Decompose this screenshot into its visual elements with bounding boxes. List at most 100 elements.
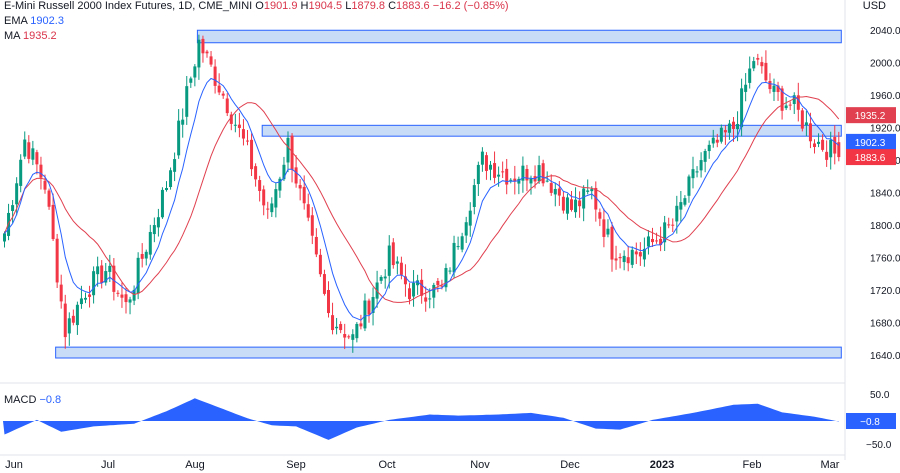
candle-body [586, 190, 590, 192]
candle-body [602, 219, 606, 237]
candle-body [460, 236, 464, 250]
candle-body [355, 323, 359, 339]
candle-body [545, 180, 549, 182]
candle-body [100, 265, 104, 283]
candle-body [286, 137, 290, 163]
candle-body [387, 245, 391, 276]
candle-body [169, 170, 173, 188]
price-badge-label: 1902.3 [855, 138, 886, 149]
candle-body [768, 80, 772, 90]
close-label: C [388, 0, 397, 12]
candle-body [294, 167, 298, 184]
high-value: 1904.5 [308, 0, 343, 12]
candle-body [104, 271, 108, 283]
candle-body [237, 124, 241, 128]
candle-body [683, 198, 687, 205]
candle-body [598, 212, 602, 219]
candle-body [140, 253, 144, 259]
candle-body [383, 276, 387, 279]
candle-body [23, 139, 27, 157]
candle-body [537, 165, 541, 182]
x-tick-label: Aug [185, 459, 205, 471]
candle-body [553, 188, 557, 195]
candle-body [432, 284, 436, 298]
candle-body [748, 68, 752, 83]
candle-body [679, 202, 683, 210]
candle-body [513, 178, 517, 182]
candle-body [756, 58, 760, 60]
chart-title: E-Mini Russell 2000 Index Futures, 1D, C… [4, 0, 253, 12]
y-tick-label: 1680.0 [870, 319, 900, 330]
candle-body [408, 288, 411, 300]
candle-body [15, 183, 19, 205]
candle-body [403, 276, 407, 285]
candle-body [444, 267, 448, 288]
currency-label: USD [862, 0, 886, 12]
x-tick-label: Jul [101, 459, 115, 471]
low-value: 1879.8 [351, 0, 385, 12]
y-tick-label: 1960.0 [870, 91, 900, 102]
macd-legend[interactable]: MACD −0.8 [4, 394, 61, 406]
candle-body [707, 144, 711, 152]
y-tick-label: 1920.0 [870, 124, 900, 135]
candle-body [156, 217, 160, 228]
price-badge [846, 149, 896, 166]
candle-body [821, 139, 825, 150]
candle-body [3, 233, 6, 242]
candle-body [804, 122, 808, 126]
candle-body [525, 168, 529, 181]
change-value: −16.2 (−0.85%) [432, 0, 509, 12]
ema-value: 1902.3 [30, 15, 64, 27]
macd-tick-label: −50.0 [866, 440, 892, 451]
candle-body [521, 165, 525, 181]
candle-body [529, 178, 533, 184]
candle-body [800, 110, 804, 129]
candle-body [829, 139, 833, 158]
candle-body [436, 280, 440, 286]
candle-body [124, 294, 128, 303]
candle-body [63, 303, 67, 338]
support-resistance-zone [196, 29, 842, 44]
candle-body [274, 189, 278, 208]
candle-body [339, 324, 343, 331]
candle-body [760, 62, 764, 67]
candle-body [310, 215, 314, 236]
candle-body [825, 151, 829, 160]
candle-body [630, 249, 634, 265]
candle-body [570, 199, 573, 210]
candle-body [833, 137, 837, 154]
candle-body [699, 160, 703, 171]
candle-body [610, 226, 614, 260]
candle-body [108, 265, 112, 272]
candle-body [813, 143, 816, 147]
price-badge-label: 1883.6 [855, 153, 886, 164]
candle-body [185, 86, 189, 117]
candle-body [213, 66, 217, 86]
candle-body [92, 271, 96, 296]
candle-body [88, 294, 92, 297]
candle-body [197, 39, 201, 68]
open-value: 1901.9 [263, 0, 298, 12]
y-tick-label: 1720.0 [870, 286, 900, 297]
x-tick-label: Nov [470, 459, 490, 471]
candle-body [752, 61, 756, 69]
candle-body [314, 236, 318, 255]
ema-legend[interactable]: EMA 1902.3 [4, 15, 64, 27]
candle-body [412, 282, 416, 297]
candle-body [476, 164, 480, 185]
candle-body [420, 279, 424, 296]
candle-body [181, 119, 185, 125]
candle-body [233, 124, 237, 126]
ma-legend[interactable]: MA 1935.2 [4, 30, 57, 42]
candle-body [675, 205, 679, 222]
candle-body [663, 222, 667, 243]
candle-body [497, 174, 501, 177]
candle-body [201, 38, 205, 54]
candle-body [691, 169, 695, 179]
candle-body [173, 159, 177, 172]
candle-body [331, 315, 335, 331]
candle-body [719, 127, 723, 142]
candle-body [788, 104, 792, 106]
ma-label: MA [4, 30, 20, 42]
